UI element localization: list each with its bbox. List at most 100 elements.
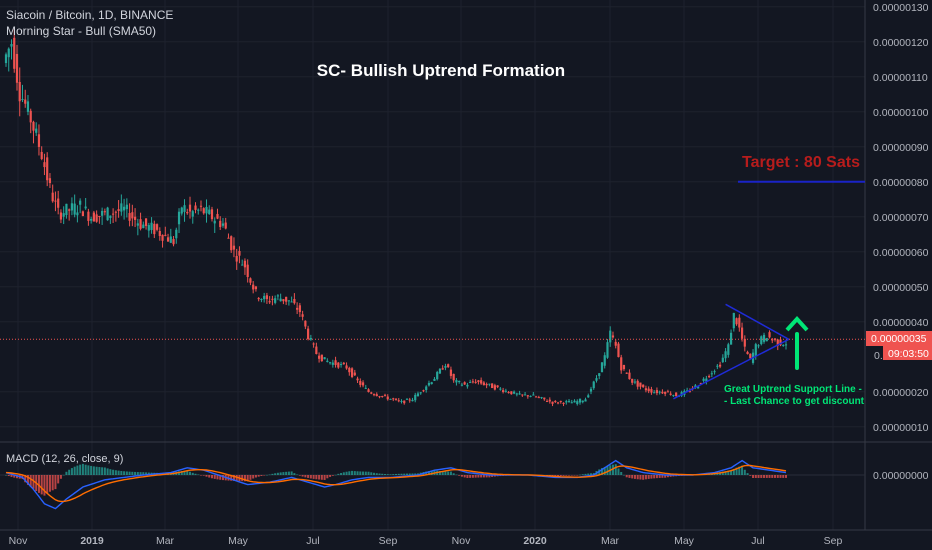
candle-body [400, 400, 403, 402]
candle-body [534, 396, 538, 398]
macd-histogram-bar [730, 470, 733, 475]
triangle-support-line[interactable] [673, 338, 790, 400]
candle-body [87, 211, 90, 221]
macd-histogram-bar [210, 475, 213, 479]
chart-headline[interactable]: SC- Bullish Uptrend Formation [317, 61, 565, 80]
macd-histogram-bar [373, 472, 376, 475]
macd-histogram-bar [724, 471, 727, 475]
candle-body [491, 383, 494, 389]
macd-histogram-bar [134, 471, 137, 475]
macd-histogram-bar [666, 475, 669, 478]
price-axis[interactable]: 0.00000130 0.00000120 0.00000110 0.00000100… [873, 2, 929, 434]
macd-histogram-bar [59, 475, 62, 479]
macd-histogram-bar [32, 475, 35, 489]
candle-body [606, 342, 609, 358]
candle-body [537, 397, 540, 399]
candle-body [433, 378, 436, 381]
candle-body [224, 222, 227, 229]
candle-body [675, 392, 678, 397]
candle-body [383, 394, 387, 396]
macd-histogram-bar [263, 475, 266, 476]
candle-body [312, 343, 315, 345]
support-note-line-1[interactable]: Great Uptrend Support Line - [724, 384, 862, 395]
candle-body [430, 382, 433, 385]
candle-body [238, 250, 241, 256]
macd-histogram-bar [760, 475, 763, 478]
candle-body [364, 387, 367, 389]
candle-body [331, 362, 334, 365]
candle-body [114, 211, 117, 213]
macd-histogram-bar [10, 475, 13, 477]
bullish-arrow[interactable] [785, 316, 809, 370]
candle-body [633, 381, 637, 383]
candle-body [543, 397, 546, 400]
macd-histogram-bar [84, 464, 87, 475]
macd-histogram-bar [287, 471, 290, 475]
candle-body [718, 364, 722, 367]
macd-histogram-bar [73, 466, 76, 475]
candle-body [738, 317, 741, 328]
candle-body [342, 362, 345, 365]
macd-histogram-bar [359, 471, 362, 475]
countdown-badge [883, 346, 932, 360]
candle-body [631, 378, 634, 383]
price-tick-label: 0.00000090 [873, 142, 929, 154]
candle-body [548, 399, 551, 402]
candle-body [507, 392, 510, 394]
candle-body [650, 389, 653, 393]
macd-histogram-bar [293, 473, 296, 475]
target-label[interactable]: Target : 80 Sats [742, 154, 860, 171]
candle-body [559, 400, 562, 402]
macd-histogram-bar [743, 469, 746, 475]
macd-histogram-bar [617, 468, 620, 475]
candle-body [48, 178, 52, 184]
support-note-line-2[interactable]: - Last Chance to get discount [724, 396, 865, 407]
macd-histogram-bar [416, 473, 419, 475]
candle-body [122, 206, 126, 211]
candle-body [287, 300, 290, 302]
candle-body [471, 381, 475, 383]
time-tick-label: Nov [9, 535, 28, 547]
triangle-upper-line[interactable] [725, 303, 790, 340]
candle-body [254, 286, 258, 290]
candle-body [359, 381, 362, 385]
candle-body [782, 344, 785, 346]
macd-histogram-bar [378, 473, 381, 475]
macd-histogram-bar [650, 475, 653, 479]
macd-histogram-bar [364, 471, 367, 475]
macd-histogram-bar [727, 470, 730, 475]
candle-body [128, 213, 131, 221]
macd-histogram-bar [106, 468, 109, 475]
macd-histogram-bar [142, 472, 145, 475]
candle-body [183, 205, 186, 212]
triangle-pattern[interactable] [673, 303, 790, 400]
macd-histogram-bar [230, 475, 233, 481]
macd-histogram-bar [112, 469, 115, 475]
candle-body [103, 211, 106, 213]
candle-body [301, 314, 304, 317]
macd-histogram-bar [147, 472, 150, 475]
candle-body [68, 209, 71, 211]
macd-histogram-bar [68, 469, 71, 475]
candle-body [628, 372, 631, 380]
candle-body [389, 398, 392, 400]
candle-body [636, 380, 639, 387]
macd-histogram-bar [180, 470, 183, 475]
candle-body [271, 298, 274, 300]
macd-histogram-bar [265, 474, 268, 476]
candle-body [378, 396, 381, 398]
macd-axis-zero: 0.00000000 [873, 470, 929, 482]
macd-histogram-bar [754, 475, 757, 478]
candle-body [307, 328, 310, 340]
candle-body [765, 338, 768, 342]
time-axis[interactable]: Nov 2019 Mar May Jul Sep Nov 2020 Mar May Jul Sep [9, 535, 843, 547]
macd-histogram-bar [351, 470, 354, 475]
macd-histogram-bar [329, 475, 332, 477]
macd-histogram-bar [444, 471, 447, 475]
time-tick-label: 2019 [80, 535, 104, 547]
candle-body [15, 53, 19, 83]
candle-body [768, 332, 771, 338]
candle-body [425, 386, 428, 390]
